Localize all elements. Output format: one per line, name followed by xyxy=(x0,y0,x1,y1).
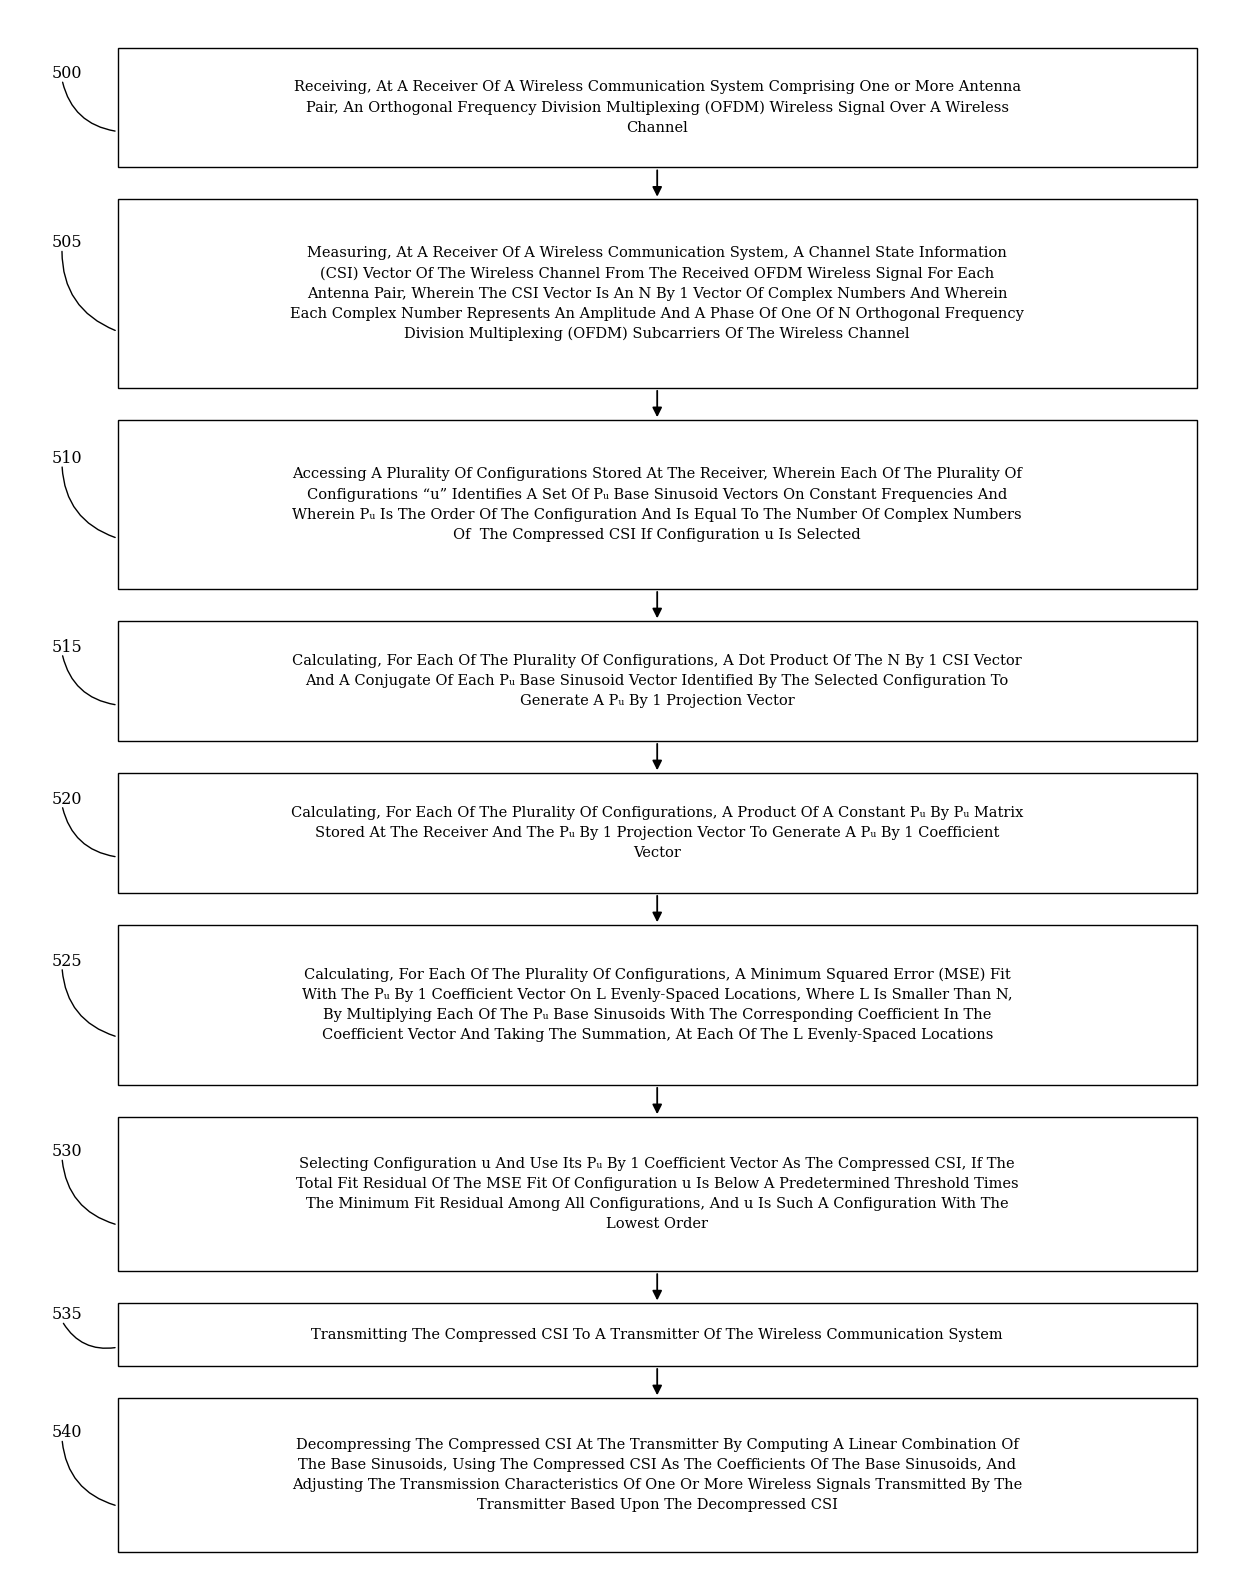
Text: 525: 525 xyxy=(52,952,83,969)
Text: 535: 535 xyxy=(52,1307,83,1324)
Bar xyxy=(118,1399,1197,1552)
Text: 515: 515 xyxy=(52,638,83,656)
Text: Calculating, For Each Of The Plurality Of Configurations, A Product Of A Constan: Calculating, For Each Of The Plurality O… xyxy=(291,806,1023,860)
Bar xyxy=(118,621,1197,741)
Text: Measuring, At A Receiver Of A Wireless Communication System, A Channel State Inf: Measuring, At A Receiver Of A Wireless C… xyxy=(290,246,1024,342)
Text: Receiving, At A Receiver Of A Wireless Communication System Comprising One or Mo: Receiving, At A Receiver Of A Wireless C… xyxy=(294,81,1021,135)
Text: 505: 505 xyxy=(52,234,83,252)
Text: Accessing A Plurality Of Configurations Stored At The Receiver, Wherein Each Of : Accessing A Plurality Of Configurations … xyxy=(293,467,1022,542)
Bar xyxy=(118,1117,1197,1272)
Bar xyxy=(118,200,1197,388)
Text: 530: 530 xyxy=(52,1144,83,1159)
Text: 510: 510 xyxy=(52,450,83,467)
Text: Calculating, For Each Of The Plurality Of Configurations, A Dot Product Of The N: Calculating, For Each Of The Plurality O… xyxy=(293,654,1022,708)
Bar xyxy=(118,773,1197,893)
Text: Selecting Configuration u And Use Its Pᵤ By 1 Coefficient Vector As The Compress: Selecting Configuration u And Use Its Pᵤ… xyxy=(296,1156,1018,1231)
Bar xyxy=(118,420,1197,589)
Text: 500: 500 xyxy=(52,65,83,82)
Bar xyxy=(118,48,1197,168)
Bar xyxy=(118,925,1197,1085)
Text: Transmitting The Compressed CSI To A Transmitter Of The Wireless Communication S: Transmitting The Compressed CSI To A Tra… xyxy=(311,1327,1003,1342)
Bar xyxy=(118,1304,1197,1365)
Text: 520: 520 xyxy=(52,790,83,808)
Text: Calculating, For Each Of The Plurality Of Configurations, A Minimum Squared Erro: Calculating, For Each Of The Plurality O… xyxy=(301,968,1013,1042)
Text: 540: 540 xyxy=(52,1424,83,1441)
Text: Decompressing The Compressed CSI At The Transmitter By Computing A Linear Combin: Decompressing The Compressed CSI At The … xyxy=(293,1438,1022,1513)
